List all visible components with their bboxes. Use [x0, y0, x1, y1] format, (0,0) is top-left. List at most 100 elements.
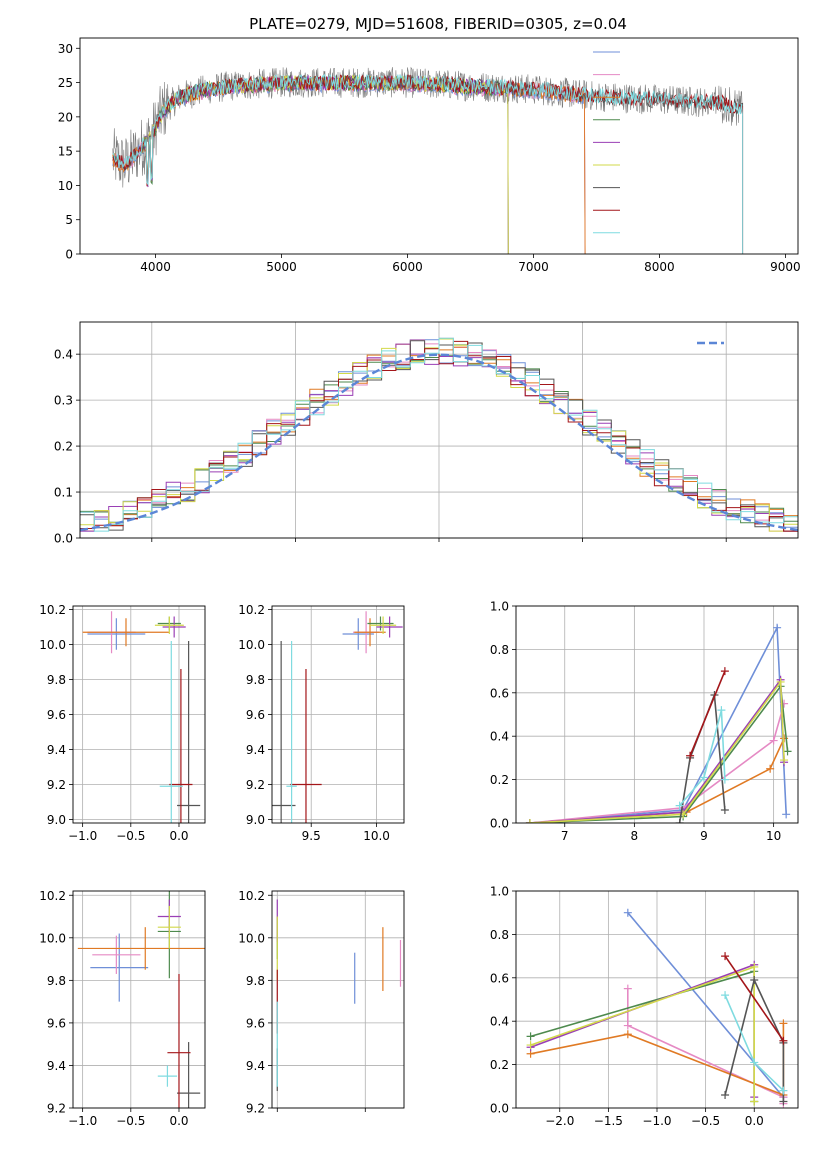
y-tick-label: 0.0 [54, 532, 73, 546]
y-tick-label: 9.0 [47, 813, 66, 827]
series-line [529, 703, 785, 823]
histogram-steps [80, 337, 798, 532]
x-tick-label: 10 [766, 829, 781, 843]
data-point-marker [721, 952, 730, 961]
series-line [724, 977, 785, 1102]
errorbar-salpeter-stelib [290, 669, 322, 823]
data-point-marker [675, 801, 684, 810]
errorbar-kroupa-stelib [159, 641, 183, 823]
data-point-marker [773, 623, 782, 632]
data-point-marker [750, 1058, 759, 1067]
model-spectrum-kroupa-miles [112, 75, 586, 254]
series-chabrier-elodie [525, 682, 792, 823]
series-line [689, 670, 726, 757]
data-point-marker [686, 751, 695, 760]
series-salpeter-elodie [525, 675, 789, 823]
series-line [530, 970, 755, 1102]
errorbar-chabrier-miles [90, 933, 149, 1002]
x-tick-label: 7 [561, 829, 569, 843]
series-salpeter-stelib [686, 667, 729, 760]
plot-frame [271, 605, 405, 824]
age-vs-Z-axes: −1.0 −0.5 0.0 9.0 9.2 9.4 9.6 9.8 10.0 10.2 [39, 603, 206, 843]
series-kroupa-miles [525, 734, 789, 823]
y-tick-label: 9.2 [246, 1102, 265, 1116]
data-point-marker [720, 805, 729, 814]
errorbar-kroupa-stelib [157, 1065, 178, 1087]
errorbar-chabrier-miles [87, 618, 146, 650]
mass-vs-ebv-points [276, 899, 402, 1091]
data-point-marker [779, 1019, 788, 1028]
series-salpeter-miles [525, 699, 789, 823]
data-point-marker [623, 908, 632, 917]
data-point-marker [750, 975, 759, 984]
x-tick-label: 10.0 [363, 829, 390, 843]
model-spectrum-chabrier-miles [112, 76, 586, 254]
mass-vs-Z-axes: −1.0 −0.5 0.0 9.2 9.4 9.6 9.8 10.0 10.2 [39, 889, 206, 1128]
errorbar-kroupa-miles [82, 618, 170, 647]
y-tick-label: 9.8 [246, 673, 265, 687]
y-tick-label: 10.2 [238, 603, 265, 617]
spectrum-legend [593, 51, 620, 234]
mass-vs-ebv-axes: 9.2 9.4 9.6 9.8 10.0 10.2 [238, 889, 405, 1116]
y-tick-label: 10.2 [39, 603, 66, 617]
model-spectrum-salpeter-miles [112, 75, 586, 254]
y-tick-label: 10 [58, 179, 73, 193]
errorbar-kroupa-miles [77, 927, 205, 970]
y-tick-label: 0.8 [490, 928, 509, 942]
y-tick-label: 0.2 [490, 1058, 509, 1072]
model-spectrum-chabrier-elodie [142, 75, 509, 254]
model-spectrum-kroupa-stelib [112, 73, 744, 254]
y-tick-label: 0.0 [490, 817, 509, 831]
series-kroupa-stelib [675, 706, 729, 810]
errorbar-salpeter-miles [92, 935, 141, 974]
x-tick-label: 0.0 [745, 1114, 764, 1128]
y-tick-label: 9.8 [47, 974, 66, 988]
x-tick-label: −0.5 [116, 829, 145, 843]
series-line [530, 963, 755, 1098]
model-spectrum-salpeter-elodie [142, 74, 509, 254]
weight-vs-age-series [525, 623, 792, 823]
errorbar-kroupa-elodie [157, 905, 181, 949]
data-point-marker [526, 1032, 535, 1041]
x-tick-label: −0.5 [691, 1114, 720, 1128]
y-tick-label: 9.4 [47, 743, 66, 757]
y-tick-label: 10.0 [238, 931, 265, 945]
y-tick-label: 0.8 [490, 643, 509, 657]
y-tick-label: 10.0 [39, 638, 66, 652]
y-tick-label: 20 [58, 110, 73, 124]
errorbar-salpeter-stelib [167, 973, 191, 1108]
y-tick-label: 0.6 [490, 971, 509, 985]
errorbar-kroupa-elodie [154, 616, 184, 634]
errorbar-chabrier-stelib [272, 641, 296, 823]
series-line [678, 709, 726, 807]
data-point-marker [721, 991, 730, 1000]
spectrum-axes: 4000 5000 6000 7000 8000 9000 0 5 10 15 20 25 30 [58, 37, 801, 274]
residuals-axes: 0.0 0.1 0.2 0.3 0.4 [54, 321, 799, 546]
y-tick-label: 9.2 [47, 1102, 66, 1116]
plot-frame [515, 890, 799, 1109]
y-tick-label: 25 [58, 76, 73, 90]
weight-vs-age-axes: 7 8 9 10 0.0 0.2 0.4 0.6 0.8 1.0 [490, 600, 799, 843]
y-tick-label: 5 [65, 213, 73, 227]
y-tick-label: 0.4 [490, 730, 509, 744]
errorbar-kroupa-stelib [286, 641, 297, 823]
data-point-marker [623, 1021, 632, 1030]
series-line [529, 677, 785, 823]
y-tick-label: 1.0 [490, 600, 509, 614]
model-spectrum-chabrier-stelib [112, 74, 744, 254]
plot-frame [271, 890, 405, 1109]
y-tick-label: 9.4 [246, 743, 265, 757]
y-tick-label: 0.1 [54, 486, 73, 500]
plot-frame [515, 605, 799, 824]
data-point-marker [776, 677, 785, 686]
errorbar-kroupa-elodie [370, 616, 397, 634]
x-tick-label: −2.0 [545, 1114, 574, 1128]
data-point-marker [780, 756, 789, 765]
data-point-marker [779, 1097, 788, 1106]
weight-vs-Z-series [526, 908, 788, 1108]
data-point-marker [720, 775, 729, 784]
y-tick-label: 9.6 [246, 1016, 265, 1030]
series-salpeter-stelib [721, 952, 788, 1045]
histogram-kroupa-stelib [80, 337, 798, 532]
